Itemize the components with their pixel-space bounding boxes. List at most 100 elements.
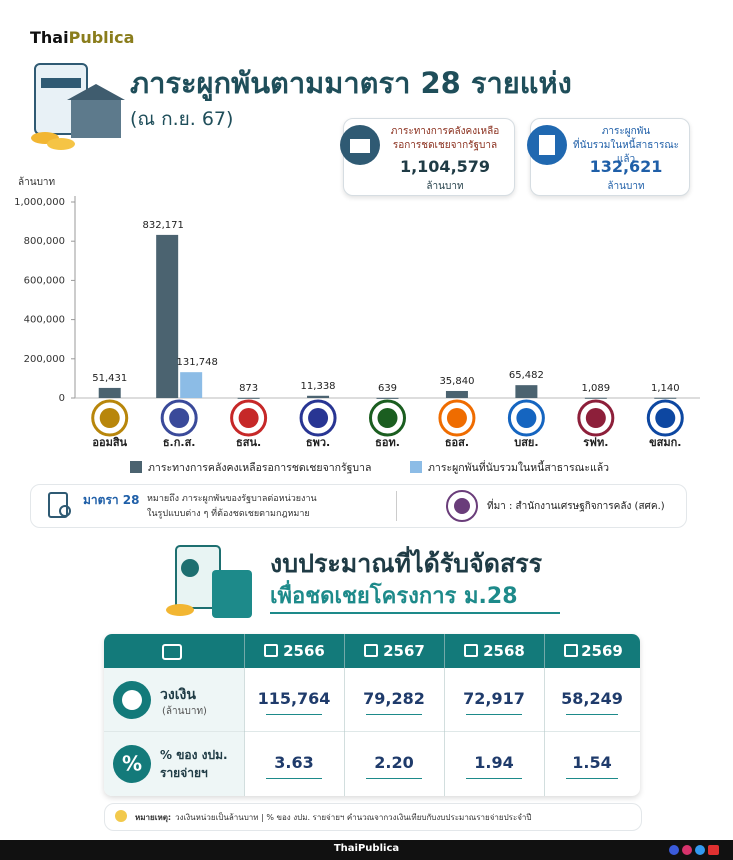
social-icon[interactable]: [669, 845, 679, 855]
category-logo-inner: [655, 408, 676, 428]
icon-shape: [115, 810, 127, 822]
bar: [156, 234, 179, 398]
table-value: 115,764: [257, 688, 331, 708]
footer-brand: ThaiPublica: [333, 843, 400, 854]
header-illustration: [31, 63, 125, 150]
card-unit: ล้านบาท: [607, 181, 645, 192]
column-divider: [244, 634, 245, 796]
table-value: 3.63: [274, 752, 314, 772]
row-label: % ของ งปม. รายจ่ายฯ: [160, 746, 228, 782]
category-logo-inner: [99, 408, 120, 428]
social-icon[interactable]: [695, 845, 705, 855]
coins: [166, 604, 194, 616]
card-unit: ล้านบาท: [426, 181, 464, 192]
row-label: วงเงิน: [160, 687, 196, 703]
y-tick-label: 600,000: [24, 275, 65, 286]
x-tick-label: ธอท.: [375, 436, 400, 449]
y-tick-label: 1,000,000: [14, 197, 65, 208]
data-label: 65,482: [509, 370, 544, 381]
value-underline: [566, 778, 618, 779]
card-label-line: รอการชดเชยจากรัฐบาล: [392, 140, 498, 151]
category-logo-inner: [238, 408, 259, 428]
table-value: 2.20: [374, 752, 414, 772]
row-label-line: % ของ งปม.: [160, 748, 228, 762]
data-label: 1,140: [651, 383, 680, 394]
budget-table: % วงเงิน (ล้านบาท) % ของ งปม. รายจ่ายฯ 25…: [104, 634, 640, 796]
card-value: 1,104,579: [399, 157, 491, 176]
data-label: 35,840: [439, 376, 474, 387]
legend-label: ภาระทางการคลังคงเหลือรอการชดเชยจากรัฐบาล: [148, 461, 371, 474]
note-term: มาตรา 28: [83, 493, 140, 507]
value-underline: [366, 714, 422, 715]
row-label-line: รายจ่ายฯ: [160, 766, 208, 780]
bar: [180, 372, 203, 398]
calculator: [212, 570, 252, 618]
data-label: 51,431: [92, 373, 127, 384]
card-label-line: ภาระทางการคลังคงเหลือ: [390, 126, 500, 137]
row-icon-symbol: %: [122, 752, 142, 776]
y-tick-label: 200,000: [24, 354, 65, 365]
bar: [445, 390, 468, 398]
calendar-icon: [264, 644, 278, 657]
calendar-icon: [564, 644, 578, 657]
social-icon[interactable]: [682, 845, 692, 855]
x-tick-label: ธ.ก.ส.: [163, 436, 196, 449]
source: ที่มา : สำนักงานเศรษฐกิจการคลัง (สศค.): [487, 501, 665, 512]
note-line: ในรูปแบบต่าง ๆ ที่ต้องชดเชยตามกฎหมาย: [147, 509, 310, 519]
bar: [376, 397, 399, 399]
category-logo-inner: [308, 408, 329, 428]
legend-label: ภาระผูกพันที่นับรวมในหนี้สาธารณะแล้ว: [428, 460, 609, 474]
table-value: 1.94: [474, 752, 514, 772]
roof: [67, 84, 125, 100]
social-icon[interactable]: [708, 845, 719, 855]
card-label: ภาระผูกพัน ที่นับรวมในหนี้สาธารณะแล้ว: [565, 125, 687, 167]
category-logo-inner: [585, 408, 606, 428]
summary-card: ภาระผูกพัน ที่นับรวมในหนี้สาธารณะแล้ว 132…: [527, 118, 690, 196]
table-value: 72,917: [463, 688, 525, 708]
column-header: 2569: [581, 642, 623, 660]
brand-part: Publica: [68, 28, 135, 47]
column-header: 2566: [283, 642, 325, 660]
legend-swatch: [410, 461, 422, 473]
icon-shape: [162, 644, 182, 660]
note-line: หมายถึง ภาระผูกพันของรัฐบาลต่อหน่วยงาน: [147, 494, 317, 504]
column-header: 2568: [483, 642, 525, 660]
footnote-label: หมายเหตุ:: [135, 812, 172, 822]
footnote-text: วงเงินหน่วยเป็นล้านบาท | % ของ งปม. รายจ…: [175, 812, 532, 822]
category-logo-inner: [169, 408, 190, 428]
budget-title: เพื่อชดเชยโครงการ ม.28: [270, 584, 518, 609]
data-label: 131,748: [176, 357, 217, 368]
building: [71, 98, 121, 138]
row-label-sub: (ล้านบาท): [162, 706, 207, 717]
bar: [307, 395, 330, 398]
icon-shape: [539, 135, 555, 155]
card-label-line: ภาระผูกพัน: [601, 126, 651, 137]
calendar-icon: [464, 644, 478, 657]
title-underline: [270, 612, 560, 614]
bar: [515, 385, 538, 398]
column-divider: [544, 634, 545, 796]
divider: [396, 491, 397, 521]
card-icon: [527, 125, 567, 165]
table-header: [104, 634, 640, 668]
title: ภาระผูกพันตามมาตรา 28 รายแห่ง: [130, 66, 572, 100]
coins: [47, 138, 75, 150]
x-tick-label: ขสมก.: [649, 436, 681, 449]
bar: [237, 397, 260, 399]
note-icon: [48, 492, 71, 518]
category-logo-inner: [516, 408, 537, 428]
category-logo-inner: [377, 408, 398, 428]
x-tick-label: ธสน.: [236, 436, 261, 449]
icon-shape: [59, 505, 71, 517]
category-logo-inner: [446, 408, 467, 428]
column-divider: [444, 634, 445, 796]
data-label: 832,171: [142, 220, 183, 231]
column-header: 2567: [383, 642, 425, 660]
icon-shape: [122, 690, 142, 710]
logo-inner: [454, 498, 470, 514]
data-label: 11,338: [301, 381, 336, 392]
data-label: 873: [239, 383, 258, 394]
source-logo: [446, 490, 478, 522]
card-label: ภาระทางการคลังคงเหลือรอการชดเชยจากรัฐบาล: [380, 125, 510, 153]
chart: ล้านบาท 0 200,000 400,000 600,000 800,000 1,0…: [14, 176, 700, 474]
